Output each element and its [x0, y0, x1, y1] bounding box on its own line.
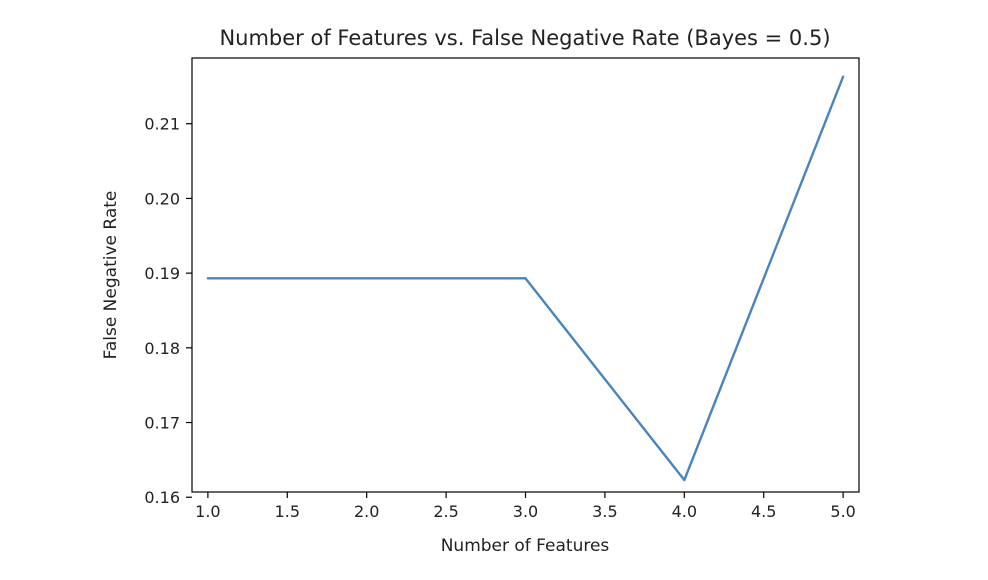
x-tick-label: 4.5	[751, 502, 776, 521]
x-axis: 1.0 1.5 2.0 2.5 3.0 3.5 4.0 4.5 5.0	[195, 492, 856, 521]
y-axis: 0.16 0.17 0.18 0.19 0.20 0.21	[144, 115, 192, 507]
y-tick-label: 0.18	[144, 339, 180, 358]
y-tick-label: 0.21	[144, 115, 180, 134]
data-point	[206, 277, 210, 280]
y-tick-label: 0.17	[144, 414, 180, 433]
y-axis-label: False Negative Rate	[101, 191, 121, 360]
plot-area	[191, 57, 860, 493]
x-tick-label: 2.5	[433, 502, 458, 521]
data-point	[841, 75, 845, 78]
data-point	[683, 478, 686, 482]
x-tick-label: 4.0	[672, 502, 697, 521]
y-tick-label: 0.20	[144, 189, 180, 208]
chart-title: Number of Features vs. False Negative Ra…	[219, 26, 830, 50]
data-point	[524, 277, 527, 280]
x-tick-label: 2.0	[354, 502, 379, 521]
y-tick-label: 0.19	[144, 264, 180, 283]
x-tick-label: 1.0	[195, 502, 220, 521]
x-tick-label: 3.0	[513, 502, 538, 521]
x-axis-label: Number of Features	[441, 536, 610, 556]
data-point	[365, 277, 368, 280]
x-tick-label: 3.5	[592, 502, 617, 521]
y-tick-label: 0.16	[144, 488, 180, 507]
series-group	[206, 75, 845, 482]
x-tick-label: 5.0	[830, 502, 855, 521]
x-tick-label: 1.5	[275, 502, 300, 521]
